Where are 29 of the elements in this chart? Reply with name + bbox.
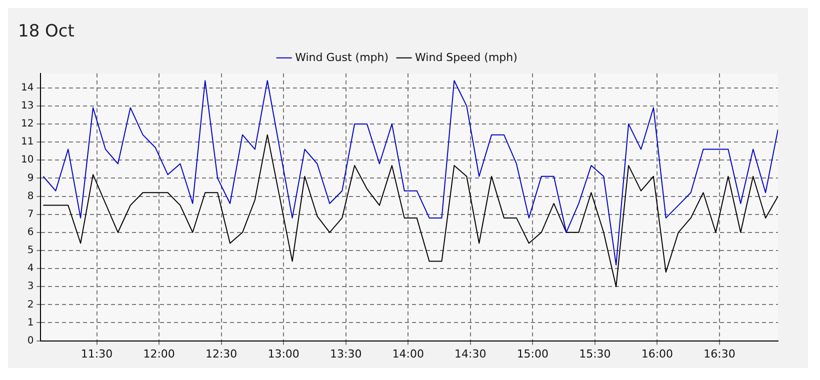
x-tick-label: 16:00 — [641, 347, 674, 360]
x-tick-label: 15:00 — [516, 347, 549, 360]
y-tick-label: 8 — [27, 190, 34, 202]
y-tick-label: 0 — [27, 335, 34, 346]
y-tick-label: 14 — [20, 82, 34, 94]
x-tick-label: 14:00 — [392, 347, 424, 360]
chart-title: 18 Oct — [18, 22, 75, 42]
x-tick-label: 13:30 — [330, 347, 362, 360]
x-tick-label: 14:30 — [454, 347, 486, 360]
legend-label: Wind Gust (mph) — [295, 50, 389, 64]
x-tick-label: 13:00 — [268, 347, 300, 360]
y-tick-label: 13 — [20, 100, 34, 112]
y-tick-label: 2 — [27, 299, 34, 310]
legend-label: Wind Speed (mph) — [415, 50, 518, 64]
y-tick-label: 7 — [27, 208, 34, 220]
y-tick-label: 9 — [27, 172, 34, 184]
x-tick-label: 11:30 — [80, 347, 113, 360]
x-tick-label: 16:30 — [704, 347, 736, 360]
y-tick-label: 10 — [20, 154, 34, 166]
y-tick-label: 1 — [27, 317, 34, 328]
x-tick-label: 15:30 — [579, 347, 611, 360]
y-tick-label: 6 — [27, 226, 34, 238]
y-tick-label: 4 — [27, 263, 34, 274]
y-tick-label: 3 — [27, 281, 34, 292]
y-tick-label: 11 — [20, 136, 34, 148]
x-tick-label: 12:30 — [205, 347, 238, 360]
x-tick-label: 12:00 — [143, 347, 175, 360]
y-tick-label: 12 — [20, 118, 34, 130]
y-tick-label: 5 — [27, 245, 34, 256]
